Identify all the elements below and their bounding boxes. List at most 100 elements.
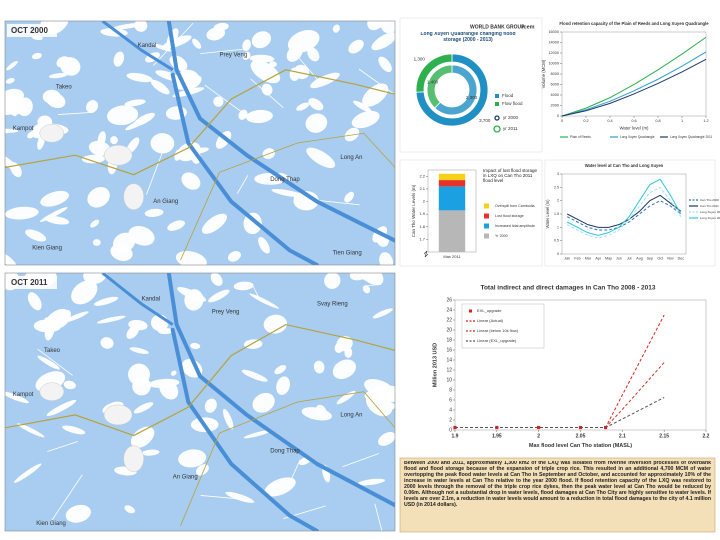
map-road <box>47 441 78 452</box>
logo-text: WORLD BANK GROUP <box>470 24 525 30</box>
axis-break <box>423 250 429 258</box>
map-land <box>177 287 207 302</box>
x-tick-label: Mar <box>585 257 592 261</box>
donut-label: 3,700 <box>479 118 491 123</box>
map-river <box>166 21 395 243</box>
x-axis-label: Water level (m) <box>620 126 650 131</box>
map-label: Takeo <box>56 84 73 90</box>
map-road <box>204 84 251 119</box>
map-road <box>236 175 249 194</box>
map-road <box>252 286 259 297</box>
map-road <box>146 152 163 195</box>
map-label: An Giang <box>173 474 198 480</box>
bar-title-box: Impact of lost flood storage in LXQ on C… <box>483 168 538 184</box>
map-land <box>215 130 232 149</box>
chart-title: Water level at Can Tho and Long Xuyen <box>585 163 664 168</box>
map-land <box>86 100 99 113</box>
data-line <box>561 51 707 117</box>
map-land <box>243 429 273 439</box>
map-title: OCT 2000 <box>11 26 48 35</box>
map-hill <box>103 404 133 426</box>
y-tick-label: 2 <box>557 199 559 203</box>
map-land <box>128 225 155 246</box>
map-land <box>210 273 223 286</box>
y-tick-label: 6000 <box>551 83 559 87</box>
map-land <box>362 83 389 107</box>
x-tick-label: Jul <box>627 257 632 261</box>
legend-label: Flow flood <box>502 101 523 106</box>
donut-label: 1,400 <box>427 79 439 84</box>
map-road <box>316 199 360 206</box>
map-land <box>258 236 270 254</box>
legend-label: Increased tidal amplitude <box>495 224 535 228</box>
map-title-bg <box>7 24 57 37</box>
map-label: Kien Giang <box>32 245 62 251</box>
map-land <box>150 133 175 154</box>
map-river <box>101 21 174 72</box>
legend-swatch <box>484 203 489 209</box>
map-land <box>353 100 372 113</box>
data-line <box>566 200 682 231</box>
y-axis-label: Million 2013 USD <box>432 343 438 387</box>
map-land <box>44 319 55 341</box>
y-tick-label: 14 <box>446 357 452 363</box>
map-land <box>25 229 47 242</box>
map-land <box>287 29 320 53</box>
map-land <box>129 347 149 354</box>
x-tick-label: Sep <box>647 257 653 261</box>
map-land <box>332 359 356 380</box>
map-land <box>344 127 360 142</box>
map-river <box>166 273 395 508</box>
map-land <box>124 99 146 107</box>
y-tick-label: 16 <box>446 347 452 353</box>
map-land <box>242 51 251 60</box>
bar-segment <box>438 180 466 187</box>
donut-slice <box>426 64 453 109</box>
y-tick-label: 16000 <box>548 30 559 34</box>
map-title-bg <box>7 276 57 289</box>
x-tick-label: 2 <box>537 433 540 439</box>
donut-slice <box>415 53 453 93</box>
map-land <box>87 186 110 208</box>
map-land <box>5 391 29 404</box>
map-land <box>357 478 386 486</box>
y-tick-label: 0 <box>449 427 452 433</box>
map-hill <box>103 144 133 166</box>
donut-title-box: Long Xuyen Quadrangle changing flood sto… <box>421 32 516 43</box>
map-land <box>48 72 68 79</box>
map-land <box>306 147 336 168</box>
map-land <box>178 449 207 468</box>
legend-label: EXL_upgrade <box>477 308 502 313</box>
summary-text-box: Between 2000 and 2011, approximately 1,3… <box>404 461 711 508</box>
map-land <box>170 370 177 376</box>
map-land <box>315 404 327 418</box>
map-land <box>27 292 42 311</box>
chart-title: Flood retention capacity of the Plain of… <box>559 21 709 26</box>
y-tick-label: 10000 <box>548 62 559 66</box>
data-line <box>561 36 707 117</box>
map-land <box>106 105 139 126</box>
map-road <box>342 453 380 468</box>
x-tick-label: 1.2 <box>703 119 708 123</box>
map-road <box>250 78 284 109</box>
summary-text: Between 2000 and 2011, approximately 1,3… <box>404 461 711 508</box>
map-border <box>180 132 395 261</box>
map-land <box>344 191 355 203</box>
map-land <box>307 47 320 62</box>
bar-title: Impact of lost flood storage in LXQ on C… <box>483 168 538 184</box>
map-land <box>141 449 160 456</box>
map-hill <box>39 382 65 401</box>
y-tick-label: 12 <box>446 367 452 373</box>
x-tick-label: 1.95 <box>492 433 502 439</box>
y-tick-label: 2 <box>449 417 452 423</box>
legend-ring <box>494 115 500 121</box>
map-land <box>190 342 201 350</box>
summary-box <box>399 457 716 533</box>
map-land <box>153 43 172 52</box>
y-tick-label: 2.2 <box>419 173 425 178</box>
map-land <box>96 315 126 324</box>
map-land <box>213 96 224 107</box>
map-land <box>150 79 170 95</box>
x-tick-label: 0.2 <box>583 119 588 123</box>
map-land <box>223 408 234 430</box>
